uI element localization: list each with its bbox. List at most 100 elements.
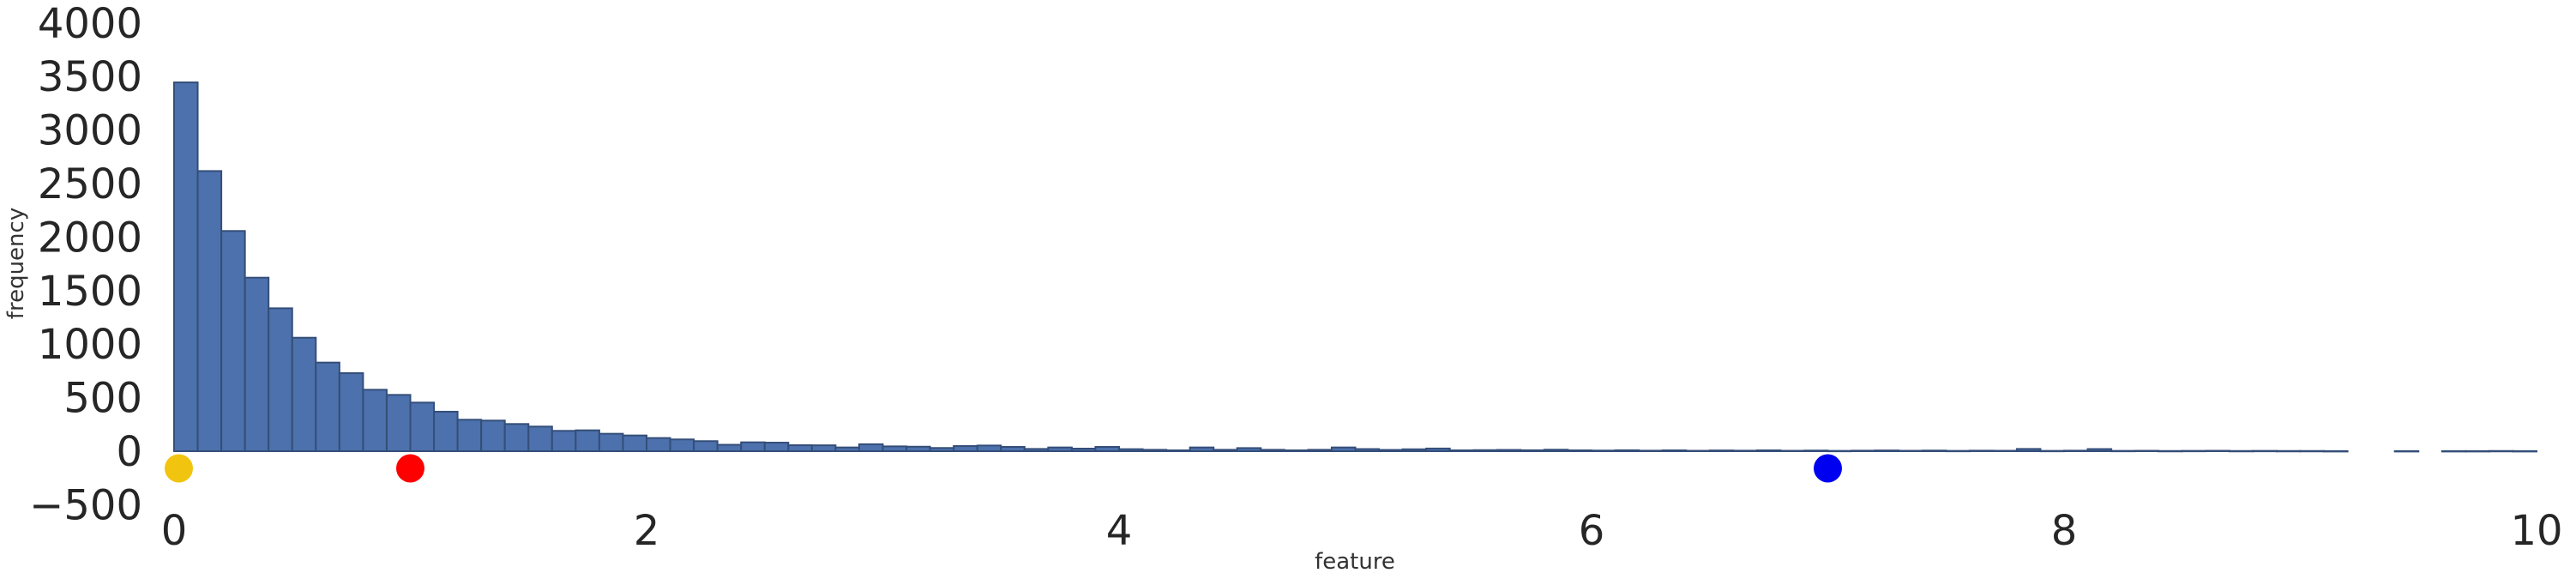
histogram-bar	[763, 442, 790, 453]
histogram-bar	[1307, 449, 1333, 453]
histogram-bar	[1898, 449, 1923, 452]
histogram-bar	[268, 307, 293, 453]
y-tick-label: 4000	[38, 0, 142, 48]
histogram-bar	[2488, 449, 2514, 453]
y-tick-label: 3500	[38, 53, 142, 101]
histogram-bar	[1472, 449, 1498, 452]
histogram-bar	[2205, 449, 2230, 452]
markers-layer	[165, 454, 1842, 483]
histogram-bar	[2441, 449, 2467, 453]
histogram-bar	[2252, 449, 2278, 453]
histogram-bar	[1401, 448, 1428, 452]
histogram-bar	[2275, 449, 2302, 453]
histogram-bar	[575, 429, 600, 453]
y-tick-label: 1500	[38, 268, 142, 316]
histogram-bar	[622, 434, 648, 452]
histogram-bar	[220, 230, 246, 452]
histogram-bar	[1827, 449, 1853, 453]
histogram-bar	[291, 336, 317, 452]
histogram-bar	[1283, 449, 1309, 452]
histogram-bar	[1189, 446, 1215, 453]
histogram-bar	[2039, 449, 2065, 453]
histogram-bar	[787, 444, 813, 453]
histogram-bar	[244, 276, 270, 453]
x-tick-label: 4	[1106, 507, 1133, 555]
histogram-bar	[2228, 449, 2254, 453]
marker-blue-dot	[1814, 454, 1842, 483]
histogram-bar	[1567, 449, 1592, 452]
marker-red-dot	[396, 454, 424, 483]
histogram-bar	[2181, 449, 2207, 453]
histogram-bar	[338, 372, 364, 452]
x-tick-labels: 0 2 4 6 8 10	[161, 507, 2563, 555]
histogram-bar	[173, 81, 199, 452]
y-axis-label: frequency	[3, 208, 29, 319]
histogram-bar	[1070, 448, 1097, 452]
histogram-bar	[456, 419, 483, 452]
y-tick-label: 0	[116, 428, 142, 476]
x-tick-label: 6	[1579, 507, 1605, 555]
histogram-bar	[1708, 449, 1735, 453]
histogram-bar	[598, 432, 624, 453]
histogram-bar	[551, 430, 577, 453]
histogram-bar	[196, 170, 223, 452]
histogram-bar	[882, 445, 908, 453]
histogram-bar	[1118, 448, 1144, 453]
histogram-bar	[1968, 449, 1995, 453]
histogram-bar	[1661, 449, 1688, 452]
histogram-bar	[1992, 449, 2018, 452]
y-tick-label: 3000	[38, 107, 142, 155]
histogram-bar	[2299, 449, 2326, 453]
histogram-bar	[2393, 449, 2420, 453]
histogram-bar	[503, 423, 530, 452]
histogram-bar	[1236, 447, 1262, 453]
histogram-bar	[1448, 449, 1475, 452]
histogram-bar	[810, 444, 837, 453]
histogram-bar	[1614, 449, 1640, 453]
histogram-bar	[2015, 448, 2042, 453]
histogram-bar	[2158, 449, 2183, 453]
histogram-bar	[2512, 449, 2537, 453]
histogram-bar	[1755, 449, 1782, 452]
histogram-bar	[1165, 449, 1191, 452]
histogram-bar	[1520, 449, 1545, 453]
histogram-bar	[929, 447, 955, 453]
histogram-bar	[858, 443, 884, 453]
histogram-bar	[2323, 449, 2349, 453]
histogram-bar	[1779, 449, 1805, 452]
histogram-bar	[385, 394, 412, 452]
histogram-bar	[1260, 449, 1285, 453]
y-tick-label: 1000	[38, 321, 142, 369]
histogram-bar	[1141, 449, 1168, 453]
histogram-bar	[976, 444, 1002, 453]
histogram-bar	[1921, 449, 1947, 452]
x-tick-label: 10	[2510, 507, 2562, 555]
histogram-bar	[2465, 449, 2490, 453]
histogram-bar	[953, 445, 978, 453]
histogram-bar	[1874, 449, 1900, 453]
histogram-bar	[1378, 449, 1404, 452]
histogram-bar	[2086, 448, 2113, 452]
histogram-bar	[716, 443, 743, 453]
histogram-bar	[1213, 449, 1238, 453]
histogram-bar	[2063, 449, 2089, 453]
y-tick-labels: 4000 3500 3000 2500 2000 1500 1000 500 0 −500	[29, 0, 142, 529]
histogram-bar	[2134, 449, 2160, 452]
histogram-bar	[1330, 446, 1357, 453]
histogram-bar	[1354, 448, 1381, 452]
histogram-bar	[480, 419, 506, 452]
bars-layer	[173, 81, 2537, 453]
histogram-bar	[315, 361, 340, 453]
histogram-bar	[362, 389, 388, 452]
histogram-bar	[1732, 449, 1758, 453]
histogram-bar	[1023, 448, 1050, 453]
y-tick-label: 500	[63, 375, 142, 423]
histogram-bar	[906, 445, 931, 453]
histogram-bar	[2110, 449, 2136, 453]
histogram-bar	[1425, 447, 1451, 453]
histogram-bar	[527, 425, 553, 452]
x-axis-label: feature	[1315, 549, 1395, 575]
histogram-bar	[433, 410, 459, 453]
histogram-bar	[1945, 449, 1971, 453]
